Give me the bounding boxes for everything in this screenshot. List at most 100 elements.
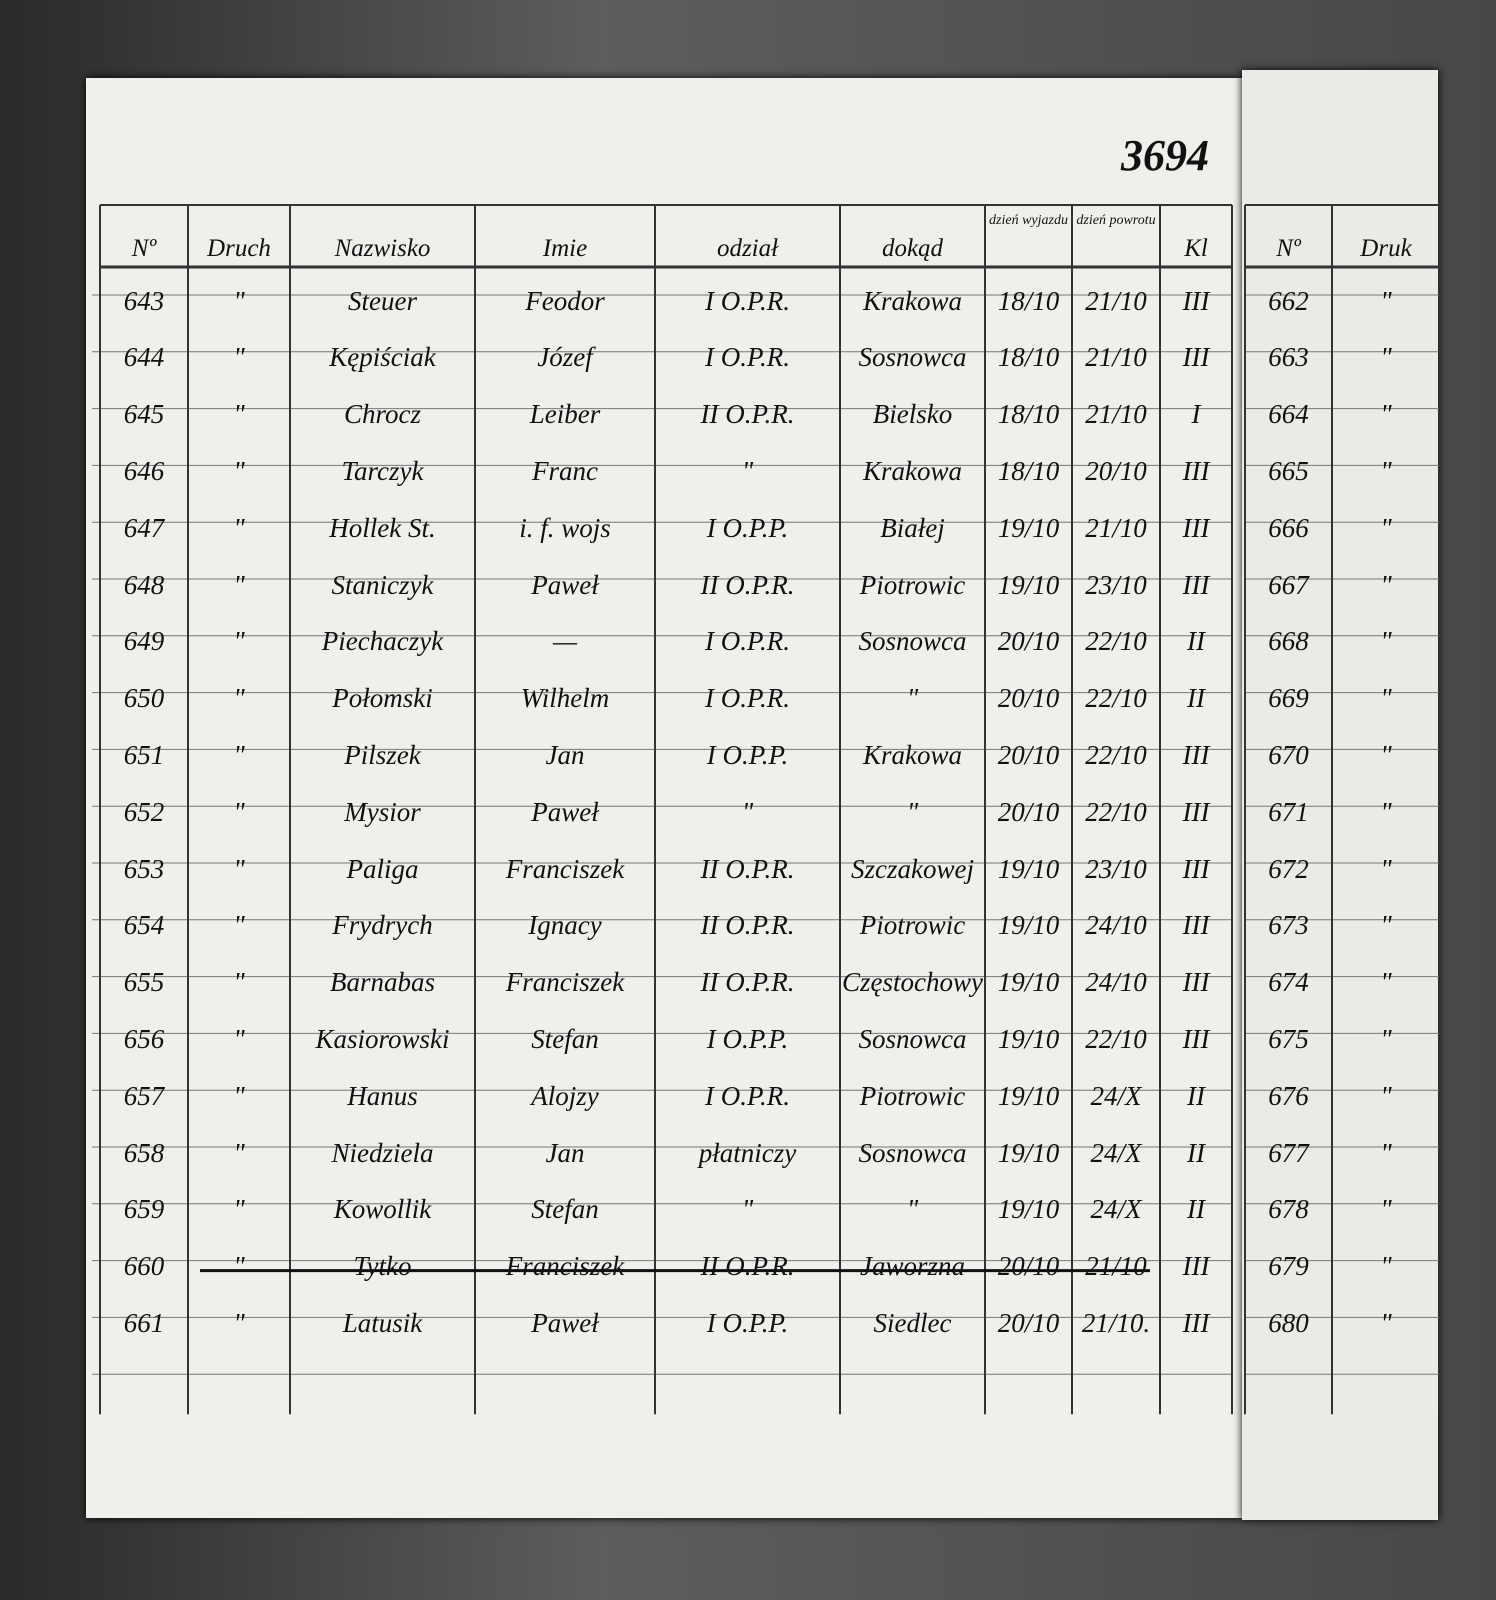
cell: 652 — [123, 796, 165, 827]
column-header: dzień powrotu — [1076, 213, 1156, 228]
cell: 19/10 — [997, 512, 1060, 543]
cell: 645 — [123, 399, 165, 430]
cell: " — [233, 853, 245, 884]
cell: I O.P.P. — [706, 1308, 789, 1338]
cell: III — [1182, 796, 1210, 827]
cell: " — [233, 796, 245, 827]
cell: 21/10 — [1085, 285, 1147, 316]
cell: 19/10 — [997, 967, 1060, 998]
cell: Pilszek — [344, 740, 421, 770]
page-number: 3694 — [1121, 131, 1209, 180]
cell: Sosnowca — [858, 626, 967, 657]
cell: " — [233, 1137, 245, 1168]
cell: " — [1380, 1194, 1392, 1225]
cell: III — [1182, 910, 1210, 941]
cell: 647 — [123, 512, 165, 543]
cell: 18/10 — [997, 399, 1060, 430]
cell: 19/10 — [997, 1137, 1060, 1168]
cell: I O.P.P. — [706, 740, 789, 770]
cell: Barnabas — [329, 967, 435, 998]
cell: 649 — [123, 626, 165, 657]
cell: III — [1182, 967, 1210, 998]
cell: 651 — [123, 740, 165, 770]
cell: 676 — [1268, 1080, 1309, 1111]
cell: płatniczy — [698, 1137, 797, 1168]
cell: 653 — [123, 853, 165, 884]
cell: Chrocz — [343, 399, 421, 430]
cell: Wilhelm — [520, 683, 610, 714]
cell: " — [741, 1194, 754, 1225]
cell: 675 — [1268, 1024, 1309, 1054]
cell: Józef — [537, 342, 593, 373]
column-header: odział — [716, 235, 779, 262]
cell: Latusik — [342, 1308, 423, 1338]
cell: Krakowa — [862, 456, 962, 486]
cell: 23/10 — [1085, 853, 1147, 884]
column-header: dzień wyjazdu — [989, 213, 1068, 228]
cell: I O.P.P. — [706, 512, 789, 543]
cell: Tytko — [353, 1251, 412, 1282]
cell: 19/10 — [997, 1194, 1060, 1225]
cell: 673 — [1268, 910, 1309, 941]
cell: — — [552, 626, 577, 657]
cell: 666 — [1268, 512, 1309, 543]
cell: " — [233, 1251, 245, 1282]
cell: 20/10 — [997, 1308, 1060, 1338]
cell: Piotrowic — [859, 910, 966, 941]
cell: Szczakowej — [851, 853, 974, 884]
cell: Alojzy — [531, 1080, 599, 1111]
cell: " — [233, 740, 245, 770]
cell: Siedlec — [873, 1308, 952, 1338]
cell: I O.P.R. — [705, 1080, 790, 1111]
cell: III — [1182, 853, 1210, 884]
cell: II O.P.R. — [700, 910, 795, 941]
cell: II O.P.R. — [700, 569, 795, 600]
cell: III — [1182, 740, 1210, 770]
cell: " — [1380, 1308, 1392, 1338]
cell: Bielsko — [872, 399, 953, 430]
cell: II — [1187, 626, 1205, 657]
cell: " — [233, 967, 245, 998]
cell: " — [1380, 456, 1392, 486]
cell: 654 — [123, 910, 165, 941]
cell: III — [1182, 1251, 1210, 1282]
cell: 657 — [123, 1080, 165, 1111]
cell: III — [1182, 569, 1210, 600]
cell: " — [233, 1308, 245, 1338]
cell: II O.P.R. — [700, 399, 795, 430]
left-page — [86, 78, 1242, 1518]
cell: Sosnowca — [858, 1137, 967, 1168]
cell: " — [1380, 683, 1392, 714]
cell: Jan — [545, 1137, 585, 1168]
cell: " — [1380, 1137, 1392, 1168]
cell: Kępiściak — [329, 342, 436, 373]
cell: Piotrowic — [859, 569, 966, 600]
cell: 671 — [1268, 796, 1309, 827]
column-header: Nº — [131, 235, 157, 262]
cell: Hanus — [347, 1080, 418, 1111]
cell: Tarczyk — [341, 456, 424, 486]
cell: III — [1182, 1024, 1210, 1054]
cell: " — [233, 285, 245, 316]
cell: " — [233, 456, 245, 486]
cell: 678 — [1268, 1194, 1309, 1225]
cell: Frydrych — [332, 910, 433, 941]
cell: 18/10 — [997, 285, 1060, 316]
cell: " — [1380, 796, 1392, 827]
cell: 20/10 — [997, 626, 1060, 657]
cell: Franciszek — [505, 967, 625, 998]
cell: Paweł — [531, 1308, 599, 1338]
cell: 656 — [123, 1024, 165, 1054]
cell: III — [1182, 456, 1210, 486]
cell: Mysior — [344, 796, 421, 827]
cell: III — [1182, 342, 1210, 373]
cell: 665 — [1268, 456, 1309, 486]
cell: 18/10 — [997, 342, 1060, 373]
cell: III — [1182, 512, 1210, 543]
cell: 21/10 — [1085, 399, 1147, 430]
cell: I O.P.R. — [705, 626, 790, 657]
cell: 24/X — [1090, 1137, 1142, 1168]
cell: Jaworzna — [859, 1251, 965, 1282]
cell: III — [1182, 285, 1210, 316]
